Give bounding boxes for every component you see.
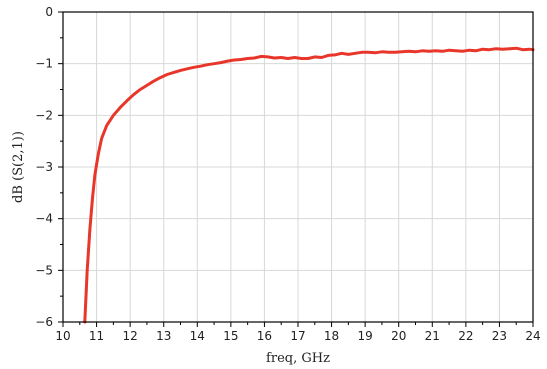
x-axis-title: freq, GHz (266, 351, 330, 366)
plot-frame (62, 11, 534, 323)
axis-ticks (58, 11, 534, 327)
x-tick-label: 24 (525, 329, 540, 343)
y-tick-label: −4 (35, 212, 53, 226)
x-tick-label: 10 (55, 329, 70, 343)
tick-labels: 10 11 12 13 14 15 16 17 18 19 20 21 22 23 24 0 −1 −2 −3 −4 −… (35, 5, 540, 343)
x-tick-label: 17 (290, 329, 305, 343)
x-tick-label: 21 (425, 329, 440, 343)
x-tick-label: 23 (492, 329, 507, 343)
x-tick-label: 22 (458, 329, 473, 343)
y-axis-title: dB (S(2,1)) (11, 131, 26, 203)
x-tick-label: 14 (190, 329, 205, 343)
series-line-s21 (83, 46, 535, 324)
x-tick-label: 18 (324, 329, 339, 343)
x-tick-label: 15 (223, 329, 238, 343)
y-tick-label: −6 (35, 315, 53, 329)
x-tick-label: 16 (257, 329, 272, 343)
x-tick-label: 11 (89, 329, 104, 343)
y-tick-label: −3 (35, 160, 53, 174)
y-tick-label: −1 (35, 57, 53, 71)
y-tick-label: 0 (45, 5, 53, 19)
x-tick-label: 12 (123, 329, 138, 343)
y-tick-label: −5 (35, 263, 53, 277)
y-tick-label: −2 (35, 108, 53, 122)
x-tick-label: 20 (391, 329, 406, 343)
x-tick-label: 13 (156, 329, 171, 343)
x-tick-label: 19 (358, 329, 373, 343)
